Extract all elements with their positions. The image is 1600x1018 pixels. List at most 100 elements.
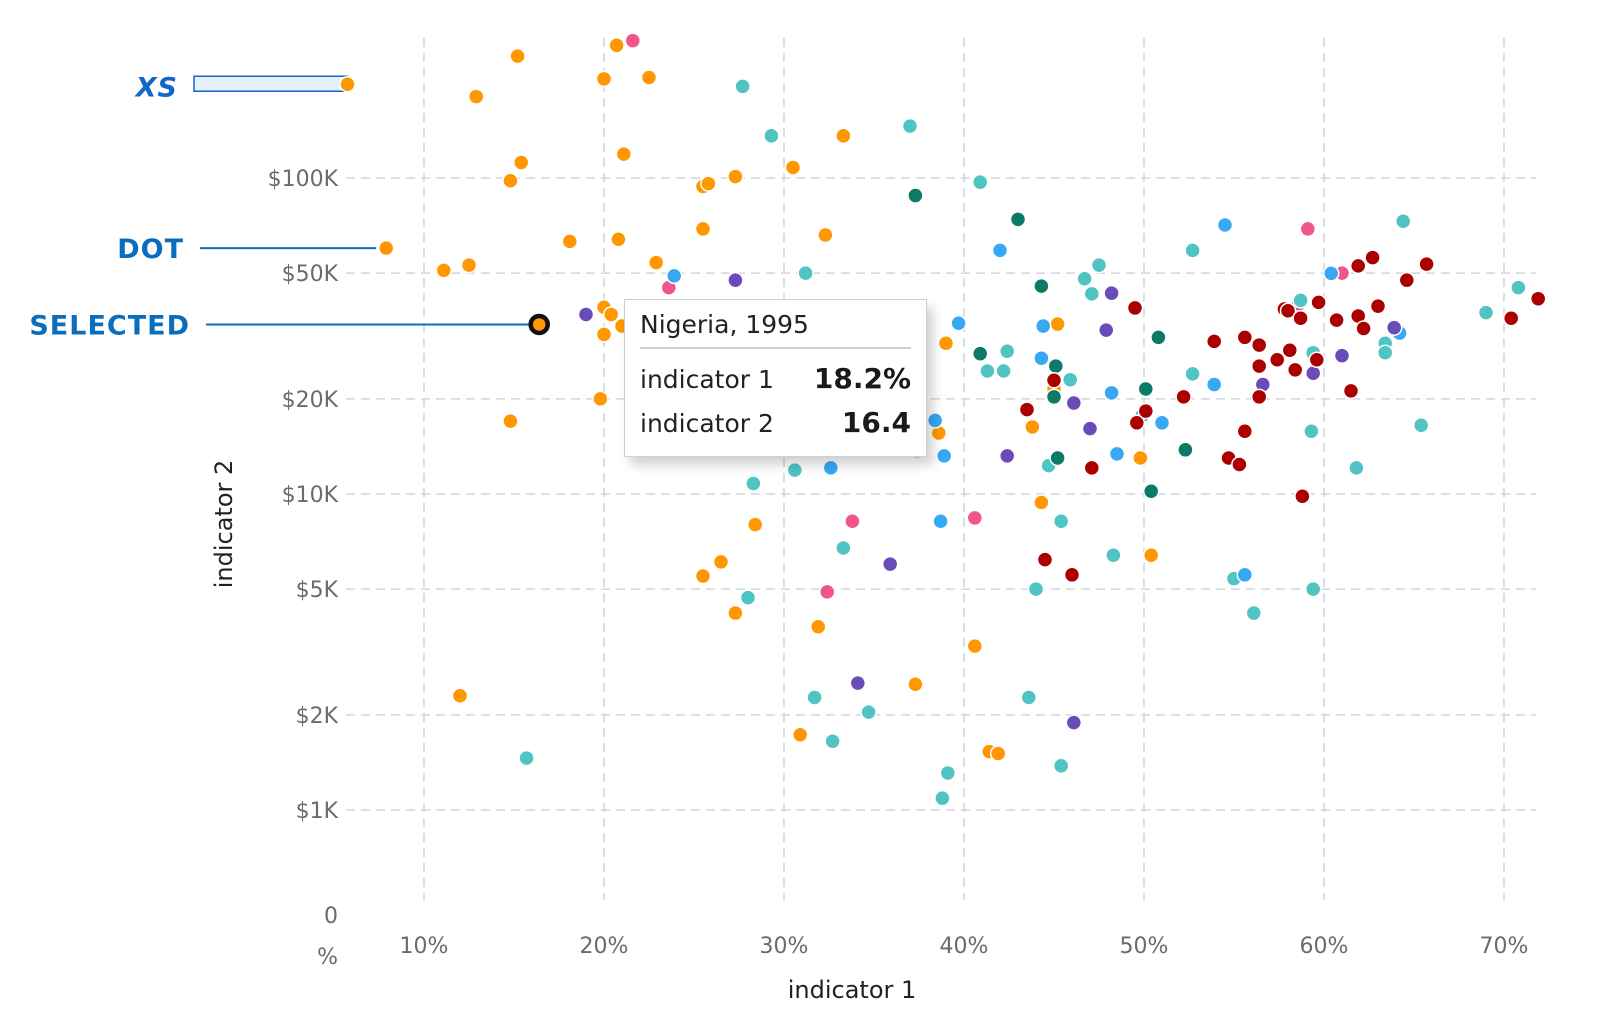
- data-point[interactable]: [1024, 418, 1041, 436]
- data-point[interactable]: [1355, 320, 1372, 337]
- data-point[interactable]: [1304, 365, 1322, 382]
- data-point[interactable]: [1250, 388, 1268, 406]
- data-point[interactable]: [966, 637, 984, 655]
- data-point[interactable]: [1097, 321, 1115, 339]
- data-point[interactable]: [860, 703, 877, 721]
- data-point[interactable]: [1128, 414, 1146, 432]
- data-point[interactable]: [1150, 329, 1167, 346]
- data-point[interactable]: [939, 764, 957, 782]
- data-point[interactable]: [1292, 309, 1309, 327]
- data-point[interactable]: [1333, 347, 1351, 364]
- data-point[interactable]: [602, 306, 620, 323]
- data-point[interactable]: [1033, 277, 1050, 295]
- data-point[interactable]: [1009, 211, 1027, 228]
- data-point[interactable]: [1342, 382, 1360, 400]
- data-point[interactable]: [989, 745, 1007, 762]
- data-point[interactable]: [971, 345, 989, 362]
- data-point[interactable]: [1394, 212, 1412, 230]
- data-point[interactable]: [1142, 483, 1160, 500]
- data-point[interactable]: [1236, 566, 1254, 584]
- data-point[interactable]: [979, 362, 996, 380]
- data-point[interactable]: [745, 475, 762, 492]
- data-point[interactable]: [907, 676, 924, 693]
- data-point[interactable]: [901, 117, 919, 135]
- data-point[interactable]: [1036, 551, 1054, 568]
- data-point[interactable]: [1286, 361, 1304, 379]
- data-point[interactable]: [734, 78, 751, 95]
- data-point[interactable]: [700, 175, 717, 192]
- data-point[interactable]: [784, 159, 802, 176]
- data-point[interactable]: [647, 254, 665, 271]
- data-point[interactable]: [1250, 357, 1268, 375]
- data-point[interactable]: [1034, 317, 1052, 335]
- selected-data-point[interactable]: [528, 313, 550, 336]
- data-point[interactable]: [1033, 349, 1050, 367]
- data-point[interactable]: [971, 173, 989, 191]
- data-point[interactable]: [1348, 459, 1365, 477]
- data-point[interactable]: [727, 271, 744, 289]
- data-point[interactable]: [1049, 449, 1066, 467]
- data-point[interactable]: [791, 726, 809, 744]
- data-point[interactable]: [592, 390, 609, 408]
- data-point[interactable]: [1132, 449, 1149, 467]
- data-point[interactable]: [950, 315, 967, 332]
- data-point[interactable]: [1477, 304, 1495, 321]
- data-point[interactable]: [1052, 512, 1070, 530]
- data-point[interactable]: [1065, 714, 1083, 731]
- data-point[interactable]: [746, 516, 764, 533]
- data-point[interactable]: [1268, 351, 1286, 368]
- data-point[interactable]: [1308, 351, 1326, 368]
- data-point[interactable]: [995, 362, 1012, 380]
- data-point[interactable]: [1052, 757, 1070, 775]
- data-point[interactable]: [1236, 422, 1254, 440]
- data-point[interactable]: [1153, 414, 1171, 432]
- data-point[interactable]: [1205, 376, 1223, 393]
- data-point[interactable]: [966, 509, 984, 527]
- data-point[interactable]: [1033, 494, 1050, 511]
- data-point[interactable]: [502, 412, 519, 430]
- data-point[interactable]: [518, 749, 535, 767]
- data-point[interactable]: [1184, 242, 1201, 259]
- data-point[interactable]: [1310, 294, 1327, 311]
- data-point[interactable]: [610, 230, 627, 248]
- data-point[interactable]: [467, 88, 485, 105]
- data-point[interactable]: [1137, 402, 1155, 420]
- data-point[interactable]: [881, 555, 899, 573]
- data-point[interactable]: [1376, 344, 1394, 361]
- data-point[interactable]: [1047, 357, 1065, 375]
- data-point[interactable]: [1502, 309, 1520, 327]
- data-point[interactable]: [1236, 329, 1254, 346]
- data-point[interactable]: [1126, 299, 1144, 317]
- data-point[interactable]: [835, 539, 852, 557]
- data-point[interactable]: [1103, 384, 1120, 402]
- data-point[interactable]: [1231, 456, 1248, 473]
- data-point[interactable]: [1349, 257, 1367, 275]
- data-point[interactable]: [907, 187, 924, 204]
- data-point[interactable]: [1398, 271, 1416, 289]
- data-point[interactable]: [1083, 459, 1101, 477]
- data-point[interactable]: [1304, 580, 1322, 598]
- data-point[interactable]: [1510, 279, 1527, 296]
- data-point[interactable]: [824, 733, 841, 750]
- data-point[interactable]: [818, 583, 836, 601]
- data-point[interactable]: [806, 689, 823, 706]
- data-point[interactable]: [694, 220, 712, 238]
- data-point[interactable]: [1216, 216, 1234, 234]
- data-point[interactable]: [435, 262, 453, 279]
- data-point[interactable]: [1385, 319, 1403, 336]
- data-point[interactable]: [615, 145, 633, 163]
- data-point[interactable]: [937, 334, 955, 352]
- data-point[interactable]: [640, 69, 658, 86]
- data-point[interactable]: [1328, 311, 1345, 329]
- data-point[interactable]: [1303, 422, 1320, 440]
- data-point[interactable]: [1245, 604, 1263, 622]
- data-point[interactable]: [998, 447, 1016, 465]
- data-point[interactable]: [1418, 255, 1435, 273]
- data-point[interactable]: [1105, 546, 1122, 564]
- data-point[interactable]: [934, 789, 951, 807]
- data-point[interactable]: [1412, 417, 1430, 434]
- data-point[interactable]: [727, 168, 744, 185]
- data-point[interactable]: [809, 618, 827, 636]
- data-point[interactable]: [797, 264, 814, 282]
- data-point[interactable]: [1063, 566, 1081, 584]
